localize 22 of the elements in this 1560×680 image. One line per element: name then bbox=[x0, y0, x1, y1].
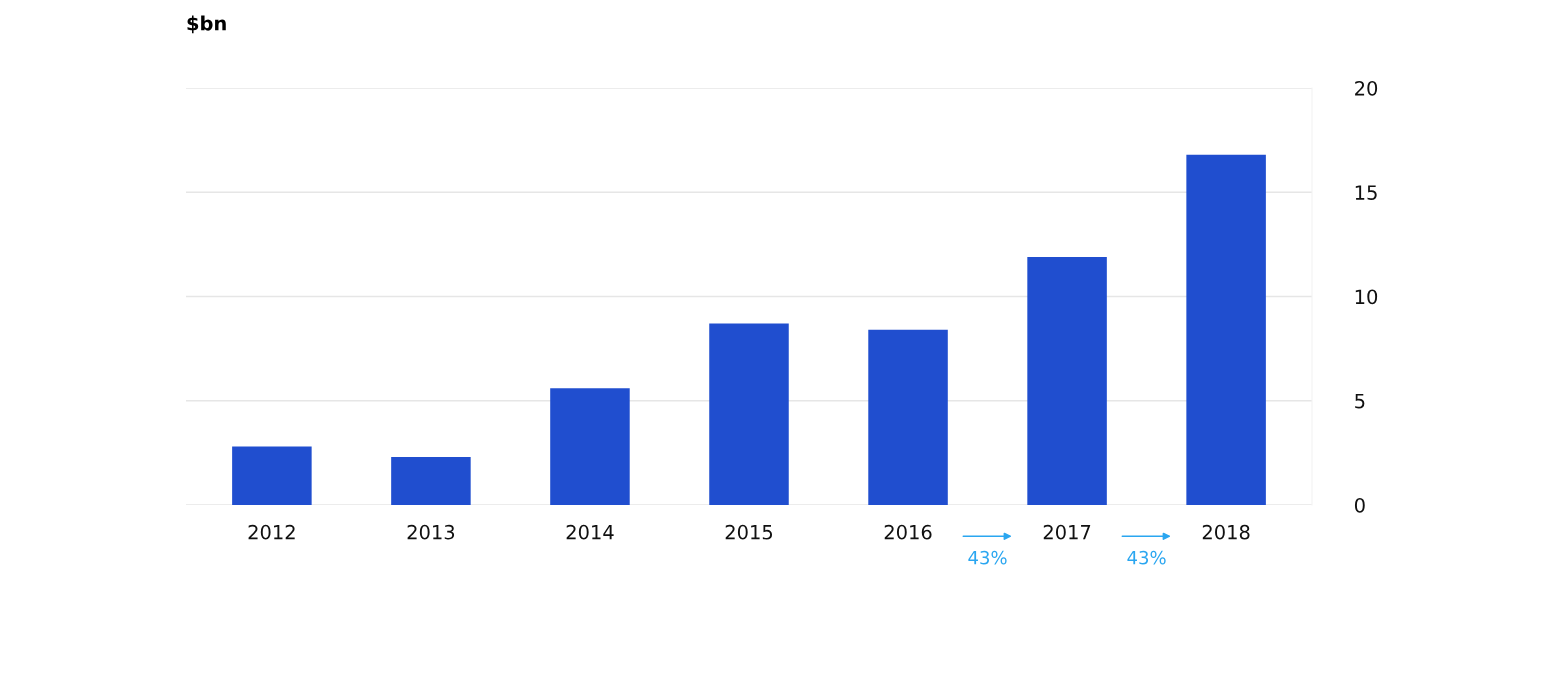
y-axis-title: $bn bbox=[187, 15, 226, 34]
x-tick-label: 2014 bbox=[566, 524, 614, 540]
bar bbox=[709, 323, 789, 505]
y-tick-label: 5 bbox=[1355, 393, 1365, 409]
y-tick-label: 0 bbox=[1354, 497, 1365, 513]
bar bbox=[391, 457, 471, 505]
x-tick-label: 2017 bbox=[1043, 524, 1091, 540]
bar bbox=[1027, 256, 1107, 505]
x-tick-label: 2012 bbox=[248, 524, 295, 540]
text: 43% bbox=[1127, 550, 1166, 565]
x-tick-label: 2016 bbox=[884, 524, 932, 540]
y-tick-label: 15 bbox=[1355, 185, 1377, 200]
y-tick-label: 20 bbox=[1355, 80, 1378, 96]
bar bbox=[1186, 154, 1266, 505]
x-tick-label: 2013 bbox=[407, 524, 455, 540]
bar bbox=[232, 446, 312, 505]
x-tick-label: 2018 bbox=[1202, 524, 1250, 540]
x-tick-label: 2015 bbox=[725, 524, 773, 540]
text: 43% bbox=[968, 550, 1007, 565]
bar bbox=[868, 329, 948, 505]
y-tick-label: 10 bbox=[1355, 289, 1378, 305]
bar bbox=[550, 388, 630, 505]
